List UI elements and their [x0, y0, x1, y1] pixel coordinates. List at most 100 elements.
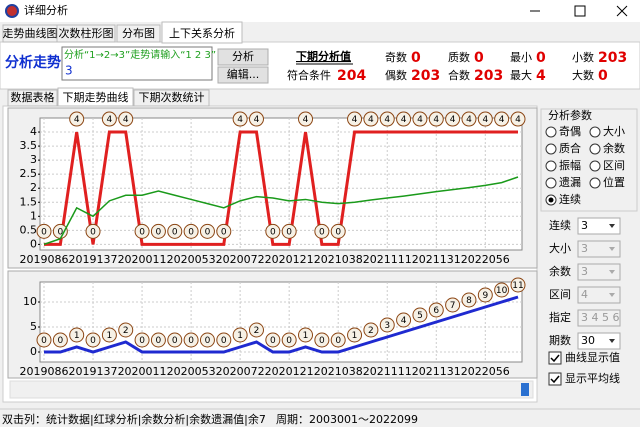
field-box[interactable]	[577, 263, 621, 281]
value-label-bg	[461, 292, 477, 308]
tab[interactable]	[116, 24, 161, 43]
value-label: 4	[466, 115, 472, 125]
value-label: 0	[319, 227, 325, 237]
value-label-bg	[477, 111, 493, 127]
radio[interactable]	[545, 126, 557, 138]
value-label-bg	[216, 223, 232, 239]
value-label-bg	[52, 332, 68, 348]
radio[interactable]	[589, 177, 601, 189]
value-label-bg	[428, 111, 444, 127]
series-line	[44, 130, 518, 246]
series-line	[44, 295, 519, 354]
field-label: 大小	[549, 241, 571, 255]
checkbox[interactable]	[548, 372, 562, 386]
x-tick-label: 2021111	[363, 365, 412, 378]
value-label-bg	[36, 223, 52, 239]
subtab[interactable]	[7, 89, 58, 107]
checkbox[interactable]	[548, 351, 562, 365]
subtab[interactable]	[57, 87, 134, 107]
checkbox-label: 曲线显示值	[565, 350, 620, 364]
y-tick-label: 1.5	[20, 195, 38, 208]
group-title-bg	[546, 110, 598, 122]
scroll-thumb[interactable]	[521, 383, 529, 396]
radio-label: 余数	[603, 141, 625, 155]
stat-value: 0	[598, 68, 608, 84]
y-tick-label: 1	[30, 209, 37, 222]
value-label: 4	[417, 115, 423, 125]
close-button[interactable]	[616, 5, 628, 17]
tab[interactable]	[161, 21, 243, 44]
value-label-bg	[199, 332, 215, 348]
value-label: 11	[512, 281, 523, 291]
x-tick-label: 2019137	[69, 365, 118, 378]
radio[interactable]	[545, 177, 557, 189]
value-label-bg	[445, 111, 461, 127]
stat-label: 最小	[510, 51, 532, 64]
field-box[interactable]	[577, 309, 621, 327]
tab-label: 分布图	[122, 27, 155, 40]
param-group	[540, 108, 638, 212]
x-tick-label: 2020121	[265, 253, 314, 266]
subtab-label: 数据表格	[11, 90, 55, 104]
analyze-button[interactable]	[217, 48, 269, 66]
tab-label: 走势曲线图	[3, 26, 58, 40]
radio[interactable]	[589, 143, 601, 155]
field-box[interactable]	[577, 332, 621, 350]
value-label: 0	[90, 336, 96, 346]
title-bar	[0, 0, 640, 22]
radio[interactable]	[589, 126, 601, 138]
value-label-bg	[298, 327, 314, 343]
radio[interactable]	[589, 160, 601, 172]
value-label: 2	[254, 326, 260, 336]
value-label: 0	[188, 336, 194, 346]
subtab[interactable]	[133, 89, 210, 107]
scrollbar[interactable]	[9, 380, 534, 399]
value-label-bg	[330, 223, 346, 239]
x-tick-label: 2019137	[69, 253, 118, 266]
value-label: 1	[303, 331, 309, 341]
check-mark	[550, 354, 560, 363]
input-box[interactable]	[61, 46, 213, 81]
field-label: 区间	[549, 288, 571, 301]
y-tick-label: 2.5	[20, 167, 38, 180]
value-label: 0	[188, 227, 194, 237]
x-tick-label: 2019086	[20, 365, 69, 378]
value-label: 4	[237, 115, 243, 125]
status-right: 周期：2003001～2022099	[276, 413, 418, 426]
field-value: 3	[581, 242, 588, 255]
next-title: 下期分析值	[296, 49, 351, 63]
y-tick-label: 0.5	[20, 223, 38, 236]
edit-button[interactable]	[217, 66, 269, 84]
tab[interactable]	[56, 24, 116, 43]
x-tick-label: 2020121	[265, 365, 314, 378]
input-value: 3	[65, 64, 73, 78]
value-label-bg	[281, 223, 297, 239]
x-tick-label: 2020072	[216, 253, 265, 266]
value-label-bg	[232, 111, 248, 127]
field-box[interactable]	[577, 240, 621, 258]
value-label: 0	[335, 227, 341, 237]
series-line	[43, 176, 519, 246]
field-value: 30	[581, 334, 595, 347]
radio[interactable]	[545, 160, 557, 172]
value-label: 4	[450, 115, 456, 125]
value-label-bg	[85, 332, 101, 348]
value-label-bg	[150, 332, 166, 348]
y-tick-label: 3.5	[20, 139, 38, 152]
radio[interactable]	[545, 143, 557, 155]
radio-label: 连续	[559, 192, 581, 206]
value-label-bg	[330, 332, 346, 348]
field-box[interactable]	[577, 286, 621, 304]
value-label-bg	[69, 327, 85, 343]
value-label: 4	[107, 115, 113, 125]
value-label-bg	[167, 223, 183, 239]
stat-label: 大数	[572, 68, 594, 82]
radio-label: 振幅	[559, 158, 581, 172]
value-label-bg	[248, 111, 264, 127]
maximize-button[interactable]	[574, 5, 586, 17]
value-label-bg	[428, 302, 444, 318]
field-box[interactable]	[577, 217, 621, 235]
value-label: 5	[417, 311, 423, 321]
value-label: 4	[499, 115, 505, 125]
